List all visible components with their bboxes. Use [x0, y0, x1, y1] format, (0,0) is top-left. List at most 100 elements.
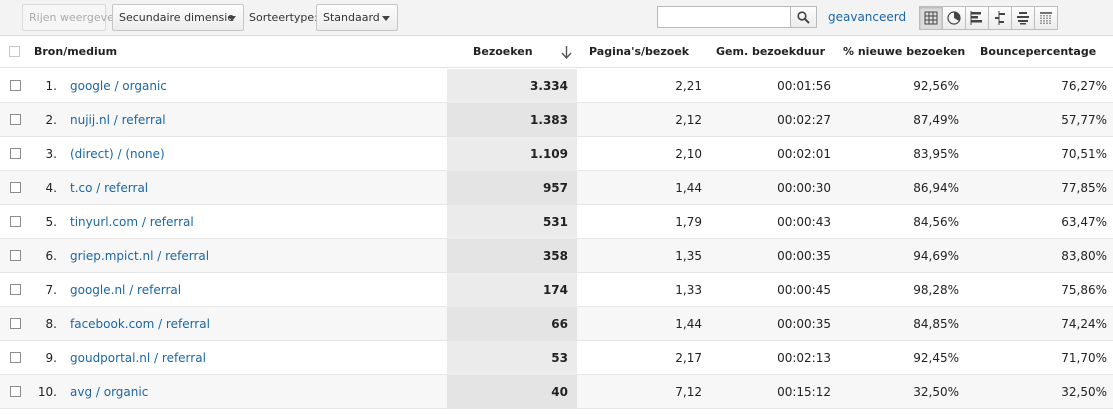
advanced-filter-link[interactable]: geavanceerd [828, 10, 907, 24]
sorted-column-highlight [447, 239, 577, 273]
bounce-rate-value: 63,47% [1061, 215, 1107, 229]
bar-view-button[interactable] [965, 6, 989, 30]
row-number: 5. [45, 215, 57, 229]
visits-value: 40 [551, 385, 568, 399]
sorted-column-highlight [447, 375, 577, 409]
visits-value: 957 [542, 181, 568, 195]
row-checkbox[interactable] [10, 114, 21, 125]
source-medium-link[interactable]: avg / organic [70, 385, 149, 399]
source-medium-link[interactable]: goudportal.nl / referral [70, 351, 206, 365]
row-checkbox[interactable] [10, 318, 21, 329]
row-checkbox[interactable] [10, 284, 21, 295]
new-visits-value: 84,85% [913, 317, 959, 331]
table-filter-input[interactable] [657, 6, 791, 28]
row-number: 8. [45, 317, 57, 331]
source-medium-link[interactable]: t.co / referral [70, 181, 149, 195]
header-visits[interactable]: Bezoeken [473, 45, 533, 58]
row-number: 6. [45, 249, 57, 263]
row-checkbox[interactable] [10, 386, 21, 397]
pages-per-visit-value: 2,12 [675, 113, 702, 127]
table-row: 7. google.nl / referral 174 1,33 00:00:45 98,… [0, 273, 1113, 307]
new-visits-value: 92,56% [913, 79, 959, 93]
secondary-dimension-dropdown[interactable]: Secundaire dimensie [112, 4, 244, 31]
table-row: 10. avg / organic 40 7,12 00:15:12 32,50% 32,5… [0, 375, 1113, 409]
row-checkbox[interactable] [10, 182, 21, 193]
view-switcher [919, 6, 1058, 30]
row-number: 9. [45, 351, 57, 365]
row-number: 1. [45, 79, 57, 93]
pages-per-visit-value: 1,44 [675, 317, 702, 331]
source-medium-link[interactable]: (direct) / (none) [70, 147, 165, 161]
pages-per-visit-value: 1,33 [675, 283, 702, 297]
avg-duration-value: 00:01:56 [777, 79, 831, 93]
pages-per-visit-value: 2,17 [675, 351, 702, 365]
row-number: 7. [45, 283, 57, 297]
bounce-rate-value: 32,50% [1061, 385, 1107, 399]
avg-duration-value: 00:00:35 [777, 317, 831, 331]
row-checkbox[interactable] [10, 250, 21, 261]
bounce-rate-value: 75,86% [1061, 283, 1107, 297]
header-avg-duration[interactable]: Gem. bezoekduur [716, 45, 825, 58]
header-pages-per-visit[interactable]: Pagina's/bezoek [589, 45, 690, 58]
sorted-column-highlight [447, 307, 577, 341]
source-medium-link[interactable]: google.nl / referral [70, 283, 182, 297]
pages-per-visit-value: 7,12 [675, 385, 702, 399]
sorted-column-highlight [447, 69, 577, 103]
row-checkbox[interactable] [10, 216, 21, 227]
avg-duration-value: 00:00:43 [777, 215, 831, 229]
bar-view-icon [970, 11, 982, 25]
select-all-checkbox[interactable] [9, 46, 20, 57]
table-row: 4. t.co / referral 957 1,44 00:00:30 86,94% 77… [0, 171, 1113, 205]
sorted-column-highlight [447, 205, 577, 239]
source-medium-link[interactable]: google / organic [70, 79, 167, 93]
table-row: 8. facebook.com / referral 66 1,44 00:00:35 8… [0, 307, 1113, 341]
sort-type-dropdown[interactable]: Standaard [316, 4, 398, 31]
sorted-column-highlight [447, 273, 577, 307]
search-button[interactable] [791, 6, 817, 28]
avg-duration-value: 00:02:01 [777, 147, 831, 161]
table-row: 9. goudportal.nl / referral 53 2,17 00:02:13… [0, 341, 1113, 375]
secondary-dimension-label: Secundaire dimensie [119, 11, 235, 24]
sorted-column-highlight [447, 341, 577, 375]
pages-per-visit-value: 2,21 [675, 79, 702, 93]
visits-value: 1.109 [530, 147, 568, 161]
table-view-button[interactable] [919, 6, 943, 30]
table-toolbar: Rijen weergeven Secundaire dimensie Sort… [0, 0, 1113, 36]
table-view-icon [924, 11, 938, 25]
pages-per-visit-value: 1,79 [675, 215, 702, 229]
header-new-visits[interactable]: % nieuwe bezoeken [843, 45, 966, 58]
source-medium-link[interactable]: facebook.com / referral [70, 317, 210, 331]
new-visits-value: 98,28% [913, 283, 959, 297]
sorted-column-highlight [447, 137, 577, 171]
show-rows-button[interactable]: Rijen weergeven [22, 4, 121, 31]
bounce-rate-value: 71,70% [1061, 351, 1107, 365]
visits-value: 358 [542, 249, 568, 263]
header-bounce-rate[interactable]: Bouncepercentage [980, 45, 1097, 58]
pages-per-visit-value: 2,10 [675, 147, 702, 161]
term-cloud-view-button[interactable] [1011, 6, 1035, 30]
source-medium-link[interactable]: nujij.nl / referral [70, 113, 166, 127]
comparison-view-button[interactable] [988, 6, 1012, 30]
new-visits-value: 83,95% [913, 147, 959, 161]
header-source[interactable]: Bron/medium [34, 45, 118, 58]
table-row: 5. tinyurl.com / referral 531 1,79 00:00:43 8… [0, 205, 1113, 239]
sort-descending-icon[interactable] [561, 46, 572, 59]
row-checkbox[interactable] [10, 352, 21, 363]
table-row: 3. (direct) / (none) 1.109 2,10 00:02:01 83,9… [0, 137, 1113, 171]
bounce-rate-value: 77,85% [1061, 181, 1107, 195]
visits-value: 1.383 [530, 113, 568, 127]
row-checkbox[interactable] [10, 80, 21, 91]
visits-value: 174 [542, 283, 568, 297]
avg-duration-value: 00:00:35 [777, 249, 831, 263]
bounce-rate-value: 74,24% [1061, 317, 1107, 331]
pages-per-visit-value: 1,35 [675, 249, 702, 263]
row-checkbox[interactable] [10, 148, 21, 159]
visits-value: 531 [542, 215, 568, 229]
pie-view-button[interactable] [942, 6, 966, 30]
source-medium-link[interactable]: griep.mpict.nl / referral [70, 249, 210, 263]
row-number: 2. [45, 113, 57, 127]
row-number: 10. [37, 385, 57, 399]
source-medium-link[interactable]: tinyurl.com / referral [70, 215, 194, 229]
pivot-view-button[interactable] [1034, 6, 1058, 30]
table-row: 6. griep.mpict.nl / referral 358 1,35 00:00:… [0, 239, 1113, 273]
